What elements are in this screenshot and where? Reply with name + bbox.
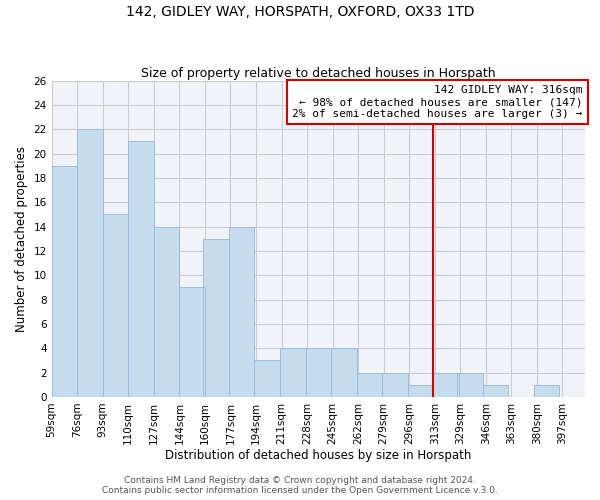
Text: 142, GIDLEY WAY, HORSPATH, OXFORD, OX33 1TD: 142, GIDLEY WAY, HORSPATH, OXFORD, OX33 … xyxy=(126,5,474,19)
Title: Size of property relative to detached houses in Horspath: Size of property relative to detached ho… xyxy=(141,66,496,80)
X-axis label: Distribution of detached houses by size in Horspath: Distribution of detached houses by size … xyxy=(165,450,472,462)
Text: 142 GIDLEY WAY: 316sqm
← 98% of detached houses are smaller (147)
2% of semi-det: 142 GIDLEY WAY: 316sqm ← 98% of detached… xyxy=(292,86,583,118)
Text: Contains HM Land Registry data © Crown copyright and database right 2024.
Contai: Contains HM Land Registry data © Crown c… xyxy=(102,476,498,495)
Y-axis label: Number of detached properties: Number of detached properties xyxy=(15,146,28,332)
